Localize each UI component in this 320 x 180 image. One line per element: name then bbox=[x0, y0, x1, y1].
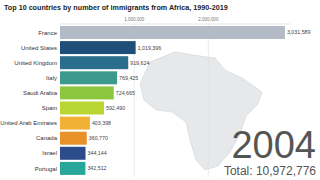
data-label: 344,144 bbox=[88, 150, 107, 156]
bar bbox=[60, 117, 90, 130]
total-label: Total: 10,972,776 bbox=[224, 164, 316, 178]
chart: Top 10 countries by number of immigrants… bbox=[0, 0, 320, 180]
category-label: United States bbox=[21, 45, 57, 51]
category-label: United Kingdom bbox=[14, 60, 57, 66]
category-label: France bbox=[38, 30, 57, 36]
bar bbox=[60, 102, 104, 115]
category-label: Spain bbox=[42, 105, 57, 111]
category-label: Saudi Arabia bbox=[23, 90, 58, 96]
data-label: 724,665 bbox=[116, 90, 135, 96]
grid-line bbox=[208, 24, 209, 177]
title: Top 10 countries by number of immigrants… bbox=[4, 3, 228, 12]
bar bbox=[60, 132, 87, 145]
tick-label: 2,000,000 bbox=[198, 17, 219, 22]
bar bbox=[60, 147, 86, 160]
category-label: Israel bbox=[42, 150, 57, 156]
data-label: 919,624 bbox=[130, 60, 149, 66]
bar bbox=[60, 71, 117, 84]
data-label: 403,398 bbox=[92, 120, 111, 126]
category-label: Canada bbox=[36, 135, 58, 141]
data-label: 3,031,589 bbox=[287, 29, 311, 35]
data-label: 592,490 bbox=[106, 105, 125, 111]
data-label: 360,770 bbox=[89, 135, 108, 141]
bar bbox=[60, 86, 114, 99]
axis-line bbox=[60, 24, 290, 25]
year-label: 2004 bbox=[231, 124, 316, 166]
data-label: 1,019,396 bbox=[138, 45, 162, 51]
bar bbox=[60, 41, 136, 54]
bar bbox=[60, 56, 128, 69]
bar bbox=[60, 162, 85, 175]
category-label: Portugal bbox=[35, 166, 57, 172]
data-label: 342,512 bbox=[87, 165, 106, 171]
tick-label: 1,000,000 bbox=[124, 17, 145, 22]
data-label: 769,425 bbox=[119, 75, 138, 81]
bar bbox=[60, 26, 285, 39]
category-label: United Arab Emirates bbox=[0, 120, 57, 126]
category-label: Italy bbox=[46, 75, 57, 81]
